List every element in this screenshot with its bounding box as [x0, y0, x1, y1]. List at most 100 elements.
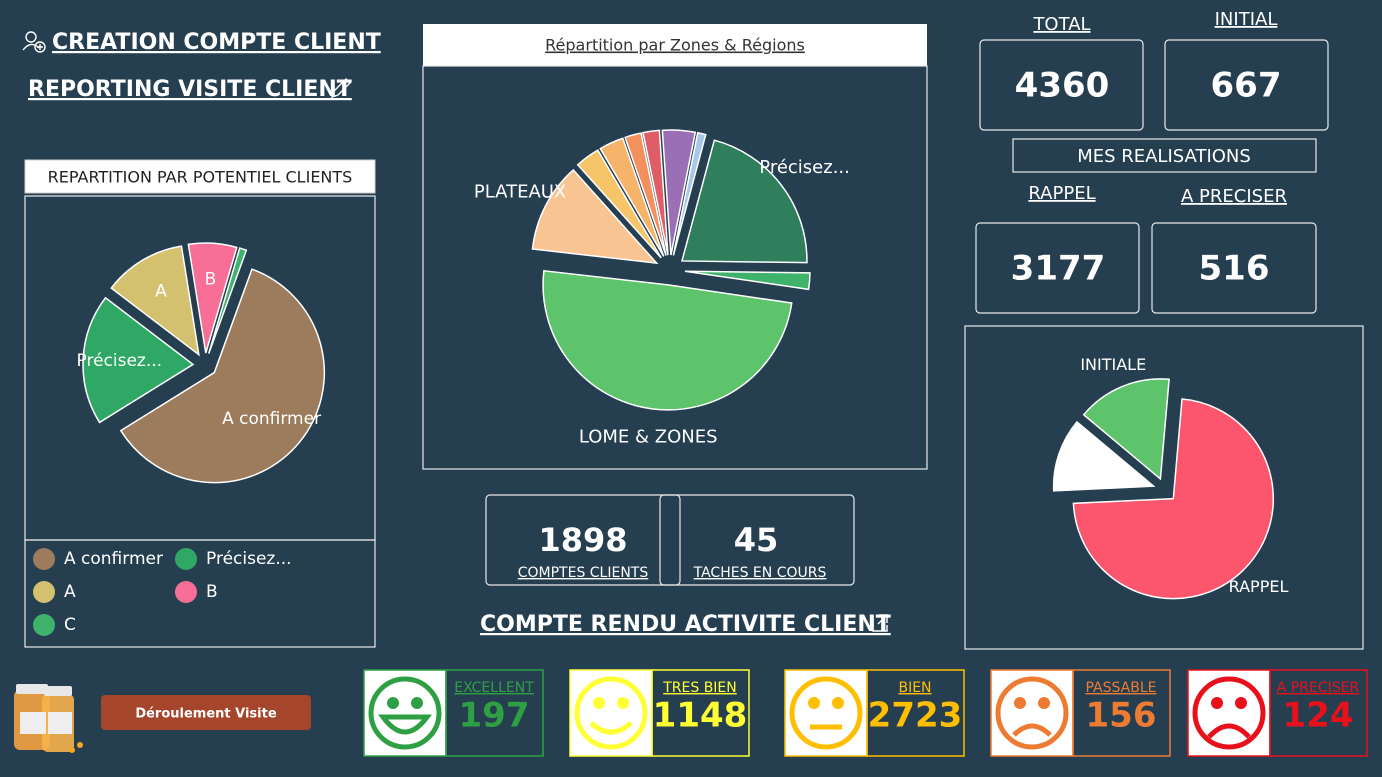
button-label[interactable]: Déroulement Visite — [135, 707, 277, 722]
face-eye — [832, 697, 844, 709]
pie-slice — [82, 296, 195, 424]
face-outline — [368, 676, 442, 750]
pie-slice — [187, 242, 238, 354]
card-value: 1898 — [538, 521, 627, 559]
rating-box — [1269, 669, 1368, 757]
legend-swatch — [175, 581, 197, 603]
legend-swatch — [33, 548, 55, 570]
rating-label: TRES BIEN — [662, 680, 737, 696]
kpi-value: 667 — [1211, 66, 1282, 106]
kpi-card — [1164, 39, 1329, 131]
slice-label: PLATEAUX — [474, 182, 566, 203]
face-box — [784, 669, 868, 757]
subtitle: REPORTING VISITE CLIENT — [28, 77, 352, 102]
slice-label: A — [155, 281, 167, 301]
rating-box — [651, 669, 750, 757]
rating-value: 124 — [1283, 696, 1354, 736]
face-icon — [574, 676, 648, 750]
face-box — [1187, 669, 1271, 757]
rating-value: 2723 — [868, 696, 963, 736]
legend-swatch — [175, 548, 197, 570]
face-mouth — [1012, 723, 1052, 737]
face-eye — [593, 697, 605, 709]
rating-label: PASSABLE — [1086, 680, 1157, 696]
chart-frame — [964, 325, 1364, 650]
kpi-label: INITIAL — [1215, 9, 1278, 30]
add-user-icon — [22, 31, 46, 53]
kpi-value: 4360 — [1015, 66, 1110, 106]
section-box — [1012, 138, 1317, 173]
face-icon — [789, 676, 863, 750]
chart-title: Répartition par Zones & Régions — [545, 36, 805, 55]
face-icon — [368, 676, 442, 750]
pie-slice — [576, 149, 662, 259]
kpi-card — [979, 39, 1144, 131]
slice-label: RAPPEL — [1229, 577, 1289, 596]
rating-label: BIEN — [898, 680, 931, 696]
face-outline — [995, 676, 1069, 750]
pie-slice — [119, 268, 326, 484]
legend-label: A confirmer — [64, 549, 163, 569]
pie-slice — [684, 270, 811, 291]
slice-label: B — [205, 269, 217, 289]
pie-slice — [1072, 398, 1275, 600]
legend-label: A — [64, 582, 76, 602]
external-link-icon[interactable] — [872, 614, 888, 632]
pie-slice — [1052, 420, 1156, 492]
card-label: COMPTES CLIENTS — [518, 565, 649, 581]
face-mouth — [378, 714, 432, 735]
pie-slice — [599, 137, 665, 257]
kpi-label: RAPPEL — [1028, 183, 1095, 204]
kpi-label: A PRECISER — [1181, 186, 1287, 207]
face-box — [569, 669, 653, 757]
rating-value: 156 — [1086, 696, 1157, 736]
pie-slice — [542, 269, 793, 411]
kpi-card — [1151, 222, 1317, 314]
face-eye — [1038, 697, 1050, 709]
face-box — [990, 669, 1074, 757]
pie-slice — [680, 139, 808, 264]
rating-label: A PRECISER — [1277, 680, 1360, 696]
slice-label: A confirmer — [222, 409, 321, 429]
card-label: TACHES EN COURS — [693, 565, 827, 581]
rating-box — [866, 669, 965, 757]
card-value: 45 — [734, 521, 779, 559]
kpi-label: TOTAL — [1032, 14, 1090, 35]
rating-value: 197 — [459, 696, 530, 736]
face-eye — [411, 697, 423, 709]
pie-slice — [531, 168, 659, 265]
face-outline — [574, 676, 648, 750]
rating-label: EXCELLENT — [454, 680, 534, 696]
face-icon — [1192, 676, 1266, 750]
chart-title-box — [423, 24, 927, 66]
report-link[interactable]: COMPTE RENDU ACTIVITE CLIENT — [480, 612, 891, 637]
legend-label: B — [206, 582, 218, 602]
face-eye — [808, 697, 820, 709]
legend-swatch — [33, 614, 55, 636]
pie-slice — [208, 247, 248, 354]
button[interactable] — [101, 695, 311, 730]
kpi-value: 3177 — [1011, 249, 1106, 289]
face-icon — [995, 676, 1069, 750]
pie-slice — [110, 245, 200, 357]
face-box — [363, 669, 447, 757]
legend-frame — [24, 539, 376, 648]
card — [659, 494, 855, 586]
chart-frame — [422, 65, 928, 470]
pie-slice — [624, 132, 667, 256]
legend-label: Précisez... — [206, 549, 292, 569]
face-eye — [387, 697, 399, 709]
rating-box — [445, 669, 544, 757]
face-eye — [617, 697, 629, 709]
title-link[interactable]: CREATION COMPTE CLIENT — [52, 30, 381, 55]
face-mouth — [589, 721, 633, 735]
edit-icon[interactable] — [330, 78, 351, 99]
rating-box — [1072, 669, 1171, 757]
card — [485, 494, 681, 586]
pie-slice — [672, 131, 707, 256]
pie-slice — [642, 129, 669, 256]
slice-label: Précisez... — [77, 351, 163, 371]
legend-label: C — [64, 615, 76, 635]
section-label: MES REALISATIONS — [1077, 146, 1251, 167]
